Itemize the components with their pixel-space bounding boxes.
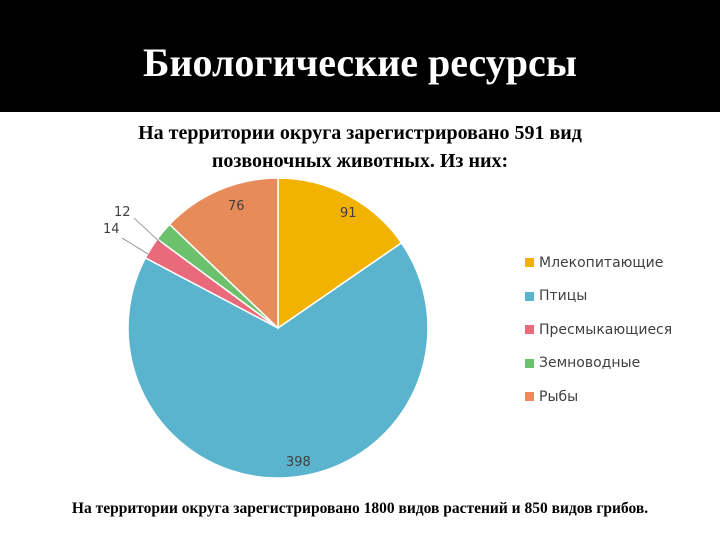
slide-title: Биологические ресурсы	[143, 40, 577, 85]
legend-item-1: Млекопитающие	[525, 246, 715, 280]
legend-item-5: Рыбы	[525, 380, 715, 414]
data-label-1: 91	[340, 206, 357, 221]
title-bar: Биологические ресурсы	[0, 0, 720, 112]
data-label-3: 14	[103, 222, 120, 237]
legend-swatch	[525, 325, 534, 335]
legend-item-4: Земноводные	[525, 347, 715, 381]
legend-item-3: Пресмыкающиеся	[525, 313, 715, 347]
legend-swatch	[525, 291, 534, 301]
legend-swatch	[525, 392, 534, 402]
legend-swatch	[525, 258, 534, 268]
leader-line-3	[121, 237, 149, 255]
legend-label: Земноводные	[539, 355, 641, 372]
legend-item-2: Птицы	[525, 280, 715, 314]
legend-label: Рыбы	[539, 388, 579, 405]
pie-slice-2	[127, 241, 429, 479]
leader-line-4	[133, 217, 164, 246]
legend-label: Млекопитающие	[539, 254, 664, 271]
legend-label: Пресмыкающиеся	[539, 321, 673, 338]
chart-legend: Млекопитающие Птицы Пресмыкающиеся Земновод…	[525, 246, 715, 414]
legend-label: Птицы	[539, 288, 588, 305]
legend-swatch	[525, 358, 534, 368]
chart-subtitle: На территории округа зарегистрировано 59…	[138, 122, 582, 172]
pie-slice-1	[277, 177, 403, 330]
footer-note: На территории округа зарегистрировано 18…	[71, 500, 649, 517]
data-label-5: 76	[228, 199, 245, 214]
pie-slice-5	[168, 177, 279, 330]
data-label-4: 12	[114, 205, 131, 220]
data-label-2: 398	[286, 455, 311, 470]
